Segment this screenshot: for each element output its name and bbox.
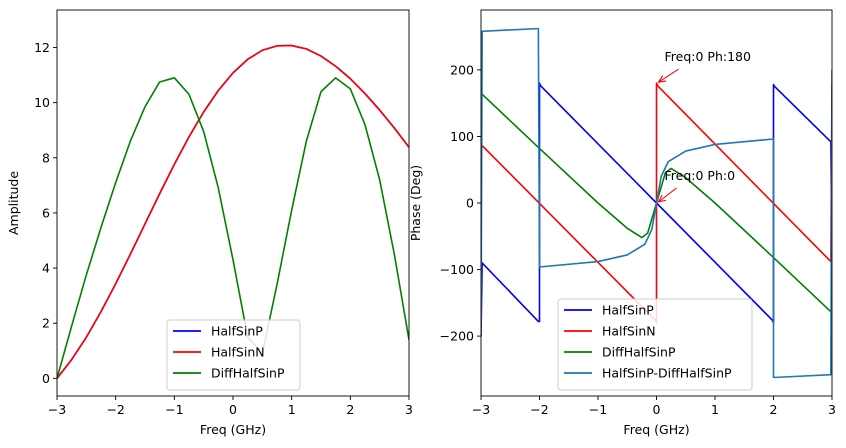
annotation-arrowhead xyxy=(657,194,667,203)
y-tick-label: 2 xyxy=(42,316,50,331)
y-tick-label: −100 xyxy=(440,262,474,277)
y-tick-label: 0 xyxy=(42,371,50,386)
legend: HalfSinP HalfSinN DiffHalfSinP HalfSinP-Dif… xyxy=(557,298,753,391)
x-tick-label: −2 xyxy=(530,402,548,417)
y-axis-label: Amplitude xyxy=(6,171,21,235)
y-tick-label: 200 xyxy=(450,62,474,77)
y-tick-label: 8 xyxy=(42,150,50,165)
annotation-arrow xyxy=(658,187,677,203)
series-line-3 xyxy=(57,77,409,379)
x-tick-label: 3 xyxy=(405,402,413,417)
legend-label: HalfSinN xyxy=(211,345,265,360)
annotation-arrow xyxy=(658,68,679,83)
x-tick-label: 2 xyxy=(346,402,354,417)
y-tick-label: 100 xyxy=(450,129,474,144)
x-tick-label: 1 xyxy=(711,402,719,417)
series-line-2 xyxy=(481,82,832,337)
y-tick-label: 10 xyxy=(34,95,50,110)
y-tick-label: 4 xyxy=(42,261,50,276)
legend-label: HalfSinP-DiffHalfSinP xyxy=(602,366,732,381)
y-tick-label: 12 xyxy=(34,40,50,55)
x-tick-label: −1 xyxy=(165,402,183,417)
x-tick-label: −3 xyxy=(48,402,66,417)
series-line-2 xyxy=(57,44,409,379)
legend-label: HalfSinP xyxy=(211,324,263,339)
x-tick-label: 0 xyxy=(229,402,237,417)
x-tick-label: 0 xyxy=(653,402,661,417)
x-tick-label: −3 xyxy=(472,402,490,417)
x-axis-label: Freq (GHz) xyxy=(623,422,689,437)
y-tick-label: −200 xyxy=(440,329,474,344)
legend-label: HalfSinN xyxy=(602,324,656,339)
annotation-text: Freq:0 Ph:0 xyxy=(665,168,736,183)
x-tick-label: −2 xyxy=(106,402,124,417)
y-tick-label: 0 xyxy=(466,196,474,211)
annotation-arrowhead xyxy=(657,75,667,83)
legend: HalfSinP HalfSinN DiffHalfSinP xyxy=(166,319,301,391)
x-tick-label: 2 xyxy=(770,402,778,417)
annotation-text: Freq:0 Ph:180 xyxy=(665,49,751,64)
y-axis-label: Phase (Deg) xyxy=(408,165,423,241)
legend-label: DiffHalfSinP xyxy=(602,345,676,360)
legend-box xyxy=(557,298,753,391)
x-tick-label: 3 xyxy=(828,402,836,417)
legend-label: DiffHalfSinP xyxy=(211,366,285,381)
x-tick-label: −1 xyxy=(589,402,607,417)
series-line-4 xyxy=(481,27,832,379)
legend-label: HalfSinP xyxy=(602,303,654,318)
y-tick-label: 6 xyxy=(42,205,50,220)
x-axis-label: Freq (GHz) xyxy=(200,422,266,437)
x-tick-label: 1 xyxy=(288,402,296,417)
chart-2: −3 −2 −1 0 1 2 3 −200 −100 0 100 200 Freq (GHz) Phase… xyxy=(408,9,836,437)
series-group xyxy=(481,27,832,379)
series-group xyxy=(57,44,409,379)
